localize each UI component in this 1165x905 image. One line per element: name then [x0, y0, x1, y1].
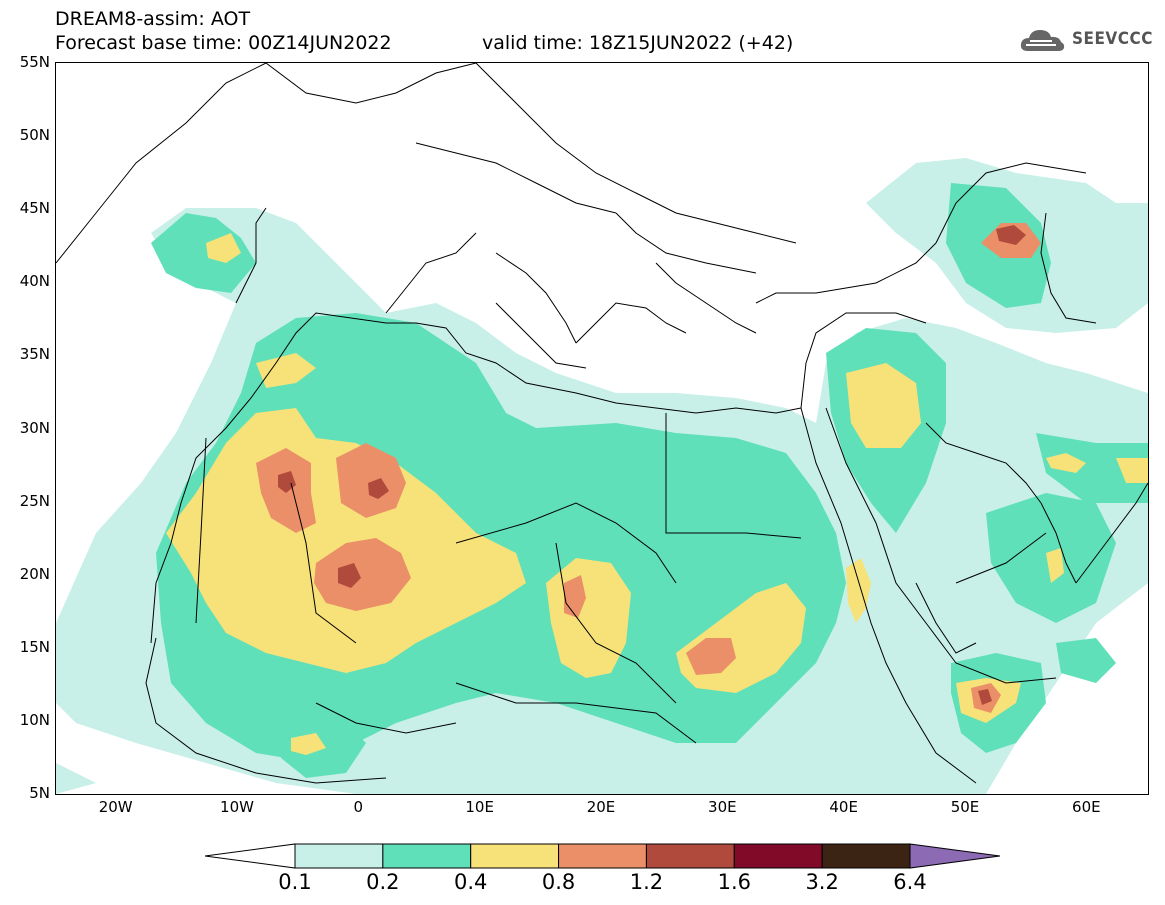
colorbar-tick-label: 0.1 — [278, 870, 312, 894]
colorbar-tick-label: 6.4 — [893, 870, 927, 894]
colorbar-bin — [294, 843, 384, 869]
colorbar-tick-label: 1.2 — [629, 870, 664, 894]
colorbar-bin — [470, 843, 560, 869]
colorbar-over-triangle — [909, 843, 1000, 869]
lon-label: 10W — [220, 798, 254, 816]
aot-layer-1-2 — [278, 225, 1026, 705]
lat-label: 15N — [19, 637, 50, 656]
lat-label: 55N — [19, 53, 50, 71]
lat-label: 25N — [19, 491, 50, 510]
colorbar-bin — [733, 843, 823, 869]
colorbar-under-triangle — [205, 843, 296, 869]
map-title: DREAM8-assim: AOT — [55, 8, 251, 30]
coastlines-borders — [56, 63, 1148, 784]
colorbar-bin — [645, 843, 735, 869]
aot-map — [55, 62, 1149, 795]
logo-text: SEEVCCC — [1072, 29, 1153, 49]
lon-label: 20E — [586, 798, 616, 816]
lon-label: 0 — [353, 798, 364, 816]
lat-label: 20N — [19, 564, 50, 583]
seevccc-logo: SEEVCCC — [1018, 24, 1158, 54]
aot-colorbar — [205, 843, 1000, 869]
lon-label: 30E — [708, 798, 737, 816]
colorbar-tick-label: 0.2 — [366, 870, 400, 894]
colorbar-tick-label: 0.4 — [454, 870, 488, 894]
colorbar-tick-label: 0.8 — [541, 870, 576, 894]
colorbar-tick-label: 3.2 — [805, 870, 839, 894]
lat-label: 35N — [19, 345, 50, 364]
colorbar-tick-label: 1.6 — [717, 870, 751, 894]
lon-label: 60E — [1072, 798, 1101, 816]
lon-label: 50E — [950, 798, 980, 816]
lat-label: 50N — [19, 126, 50, 145]
cloud-icon — [1020, 30, 1065, 51]
lat-label: 45N — [19, 199, 50, 218]
colorbar-bin — [558, 843, 647, 869]
lat-label: 10N — [19, 710, 50, 729]
lon-label: 20W — [98, 798, 133, 816]
aot-layer-0-8 — [256, 223, 1041, 713]
lon-label: 10E — [465, 798, 494, 816]
lat-label: 40N — [19, 272, 50, 291]
forecast-valid-time: valid time: 18Z15JUN2022 (+42) — [482, 32, 794, 54]
lat-label: 30N — [19, 418, 50, 437]
forecast-base-time: Forecast base time: 00Z14JUN2022 — [55, 32, 392, 54]
lat-label: 5N — [29, 784, 50, 802]
colorbar-bin — [821, 843, 911, 869]
colorbar-bin — [382, 843, 472, 869]
lon-label: 40E — [829, 798, 858, 816]
